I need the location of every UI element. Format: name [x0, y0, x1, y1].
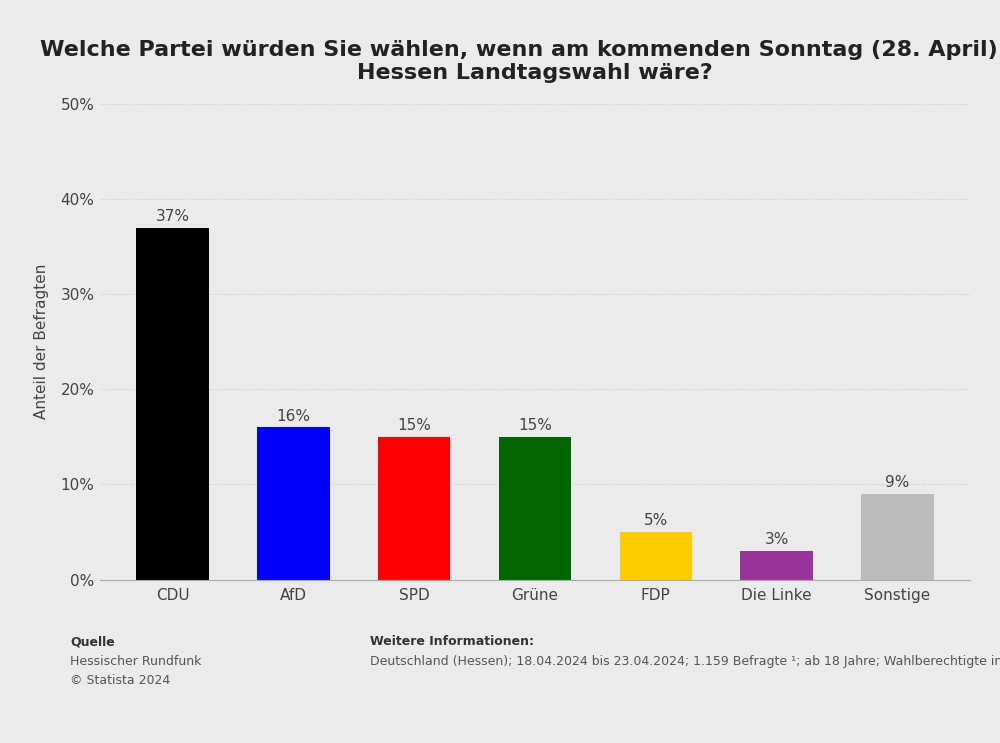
Text: 9%: 9% — [885, 475, 910, 490]
Bar — [136, 227, 209, 580]
Text: 15%: 15% — [518, 418, 552, 433]
Text: 37%: 37% — [156, 209, 190, 224]
Y-axis label: Anteil der Befragten: Anteil der Befragten — [34, 264, 49, 420]
Text: 5%: 5% — [644, 513, 668, 528]
Bar — [620, 532, 692, 580]
Text: 16%: 16% — [276, 409, 310, 424]
Text: Deutschland (Hessen); 18.04.2024 bis 23.04.2024; 1.159 Befragte ¹; ab 18 Jahre; : Deutschland (Hessen); 18.04.2024 bis 23.… — [370, 655, 1000, 668]
Bar — [499, 437, 571, 580]
Text: Quelle: Quelle — [70, 635, 115, 648]
Bar — [378, 437, 450, 580]
Text: Hessischer Rundfunk: Hessischer Rundfunk — [70, 655, 201, 668]
Bar — [740, 551, 813, 580]
Text: 3%: 3% — [764, 532, 789, 547]
Text: © Statista 2024: © Statista 2024 — [70, 674, 170, 687]
Text: 15%: 15% — [397, 418, 431, 433]
Text: Weitere Informationen:: Weitere Informationen: — [370, 635, 534, 648]
Bar — [861, 494, 934, 580]
Title: Welche Partei würden Sie wählen, wenn am kommenden Sonntag (28. April) in
Hessen: Welche Partei würden Sie wählen, wenn am… — [40, 40, 1000, 83]
Bar — [257, 427, 330, 580]
